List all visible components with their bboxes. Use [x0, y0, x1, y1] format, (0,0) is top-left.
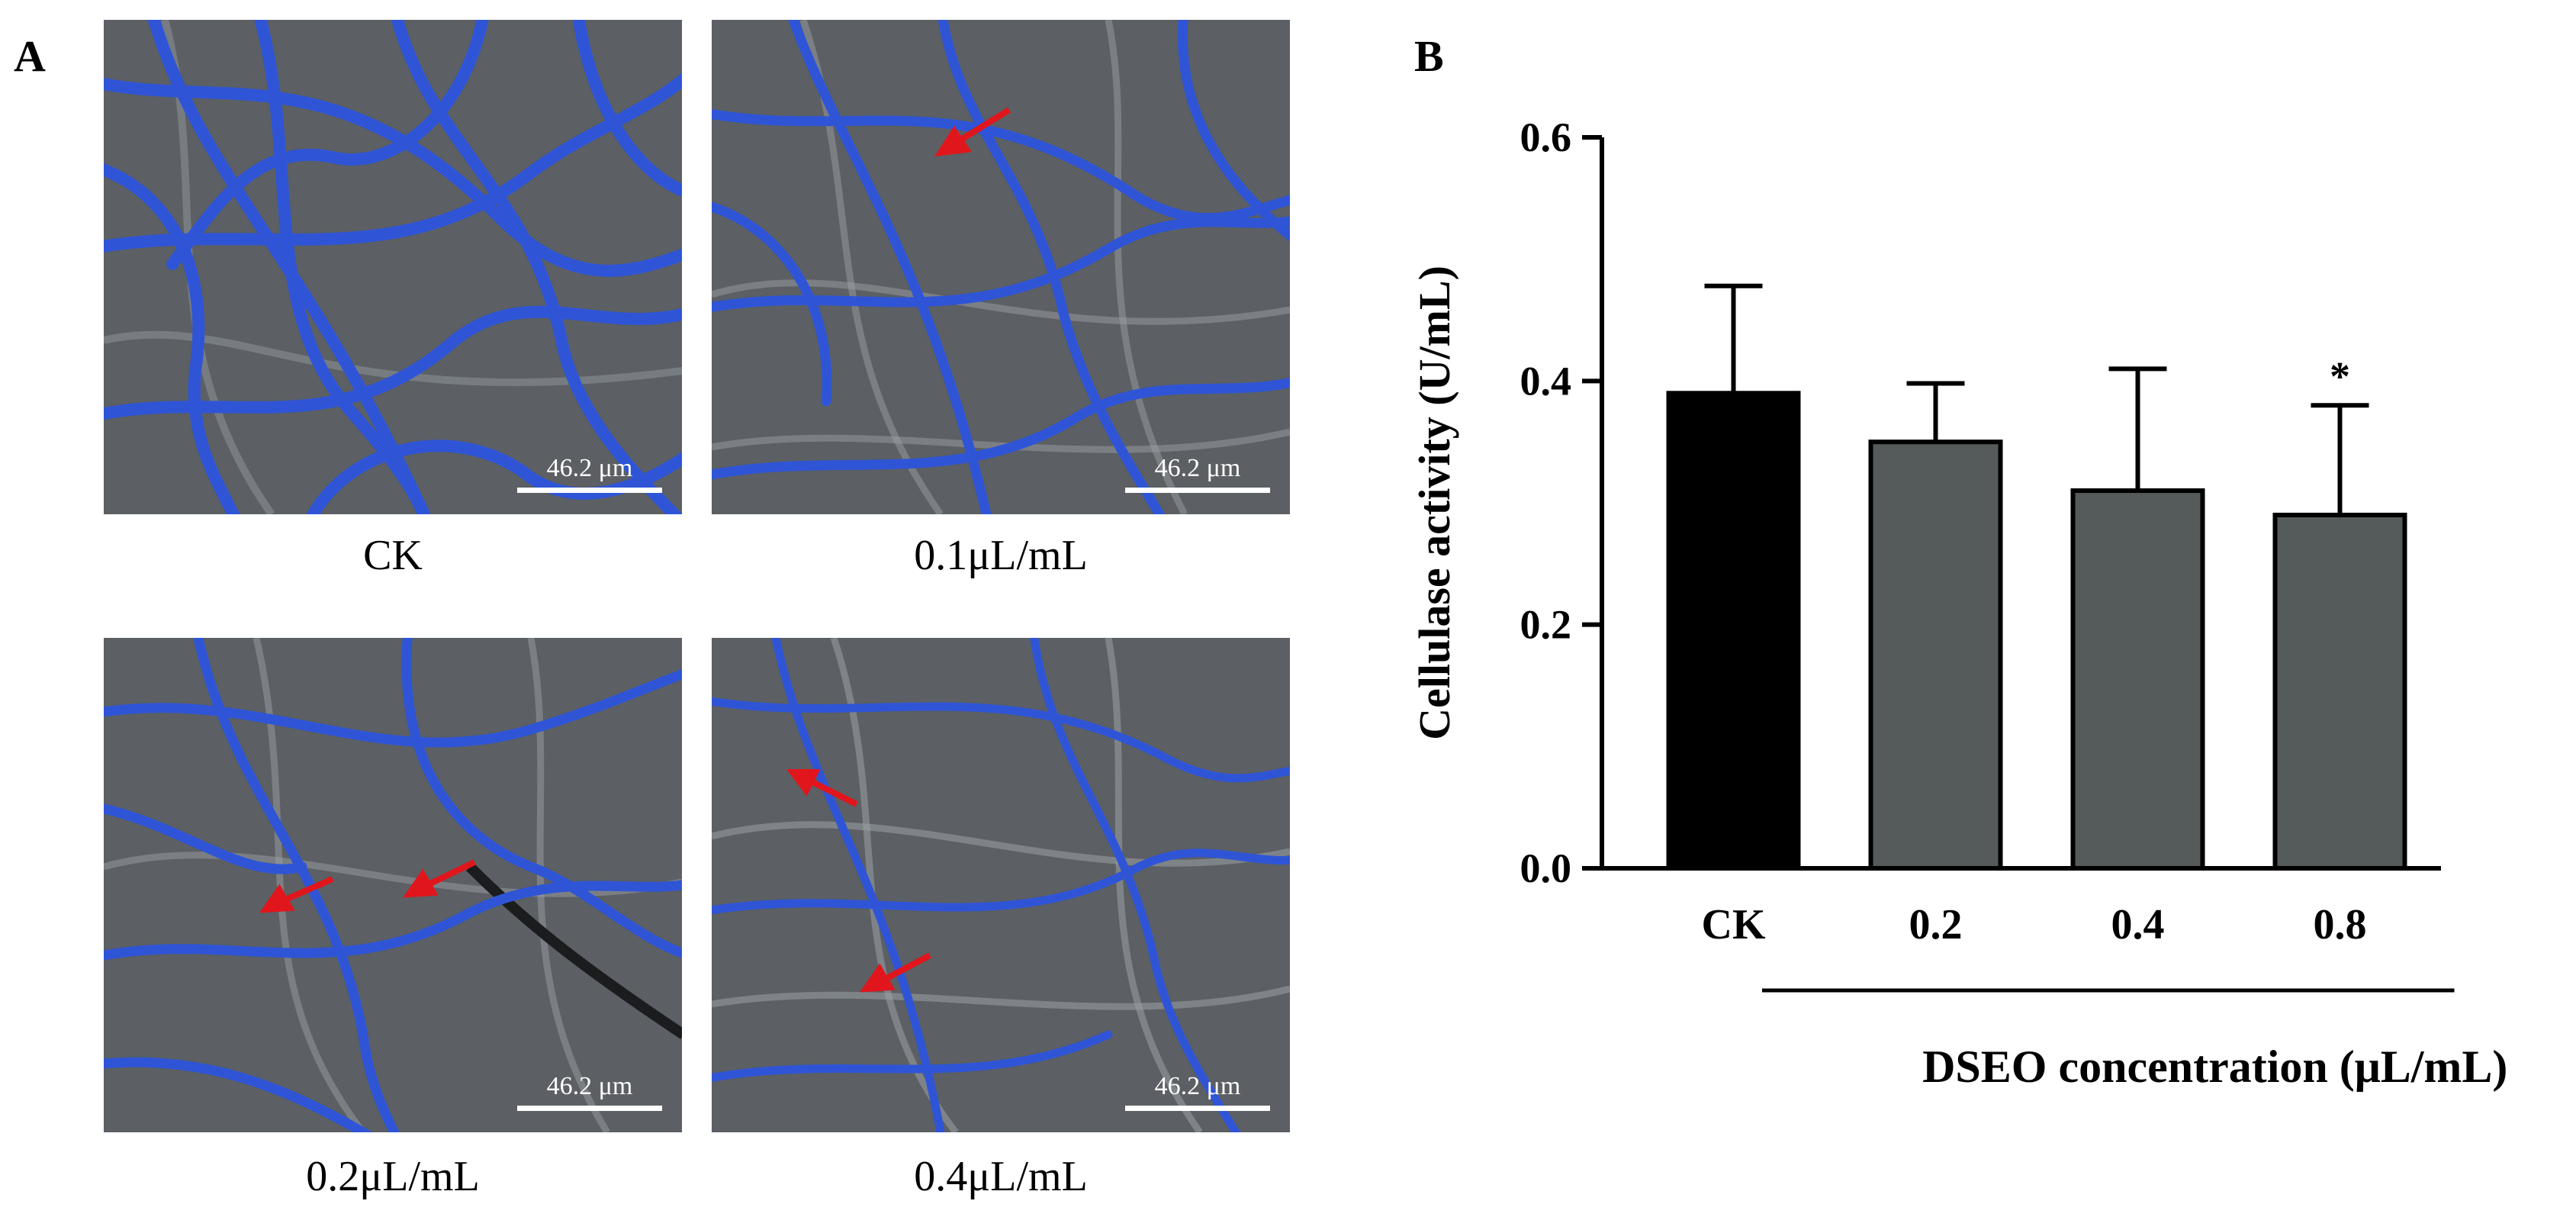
micrograph-0-1: 46.2 μm [712, 20, 1290, 514]
x-tick-label: 0.4 [2111, 901, 2165, 948]
x-tick-label: CK [1702, 901, 1766, 948]
bar-0.2 [1868, 439, 2003, 871]
caption-ck: CK [363, 532, 423, 579]
micrograph-0-2: 46.2 μm [104, 638, 682, 1132]
caption-0-2: 0.2μL/mL [306, 1153, 480, 1200]
y-tick-label: 0.6 [1520, 114, 1572, 160]
scale-line [1125, 488, 1270, 493]
scale-line [517, 488, 662, 493]
x-axis-label: DSEO concentration (μL/mL) [1922, 1042, 2507, 1092]
hyphae-image [712, 20, 1290, 514]
scale-bar-0-2: 46.2 μm [517, 1072, 662, 1111]
significance-mark: * [2330, 353, 2350, 399]
scale-bar-ck: 46.2 μm [517, 454, 662, 493]
panel-b-letter: B [1414, 31, 1444, 81]
x-tick-label: 0.8 [2314, 901, 2367, 948]
x-tick-label: 0.2 [1909, 901, 1963, 948]
red-arrow [786, 769, 931, 993]
scale-line [517, 1106, 662, 1111]
scale-bar-0-1: 46.2 μm [1125, 454, 1270, 493]
y-tick-label: 0.0 [1520, 845, 1572, 891]
panel-a-letter: A [14, 31, 46, 81]
scale-label: 46.2 μm [1154, 1072, 1241, 1100]
y-tick-label: 0.4 [1520, 358, 1572, 404]
caption-0-1: 0.1μL/mL [914, 532, 1088, 579]
red-arrow [934, 107, 1011, 156]
scale-label: 46.2 μm [546, 454, 633, 482]
scale-label: 46.2 μm [546, 1072, 633, 1100]
hyphae-image [104, 20, 682, 514]
hyphae-image [712, 638, 1290, 1132]
bar-CK [1666, 391, 1801, 871]
bar-0.8 [2272, 512, 2407, 871]
bar-0.4 [2070, 488, 2205, 871]
micrograph-0-4: 46.2 μm [712, 638, 1290, 1132]
y-tick-label: 0.2 [1520, 602, 1572, 648]
scale-line [1125, 1106, 1270, 1111]
bar-chart: CK 0.2 0.4 * 0.8 0.0 0.2 0.4 0.6 DSEO concentrati… [1410, 114, 2507, 1092]
red-arrow [259, 859, 476, 913]
caption-0-4: 0.4μL/mL [914, 1153, 1088, 1200]
scale-bar-0-4: 46.2 μm [1125, 1072, 1270, 1111]
scale-label: 46.2 μm [1154, 454, 1241, 482]
hyphae-image [104, 638, 682, 1132]
y-axis-label: Cellulase activity (U/mL) [1410, 266, 1459, 740]
micrograph-ck: 46.2 μm [104, 20, 682, 514]
